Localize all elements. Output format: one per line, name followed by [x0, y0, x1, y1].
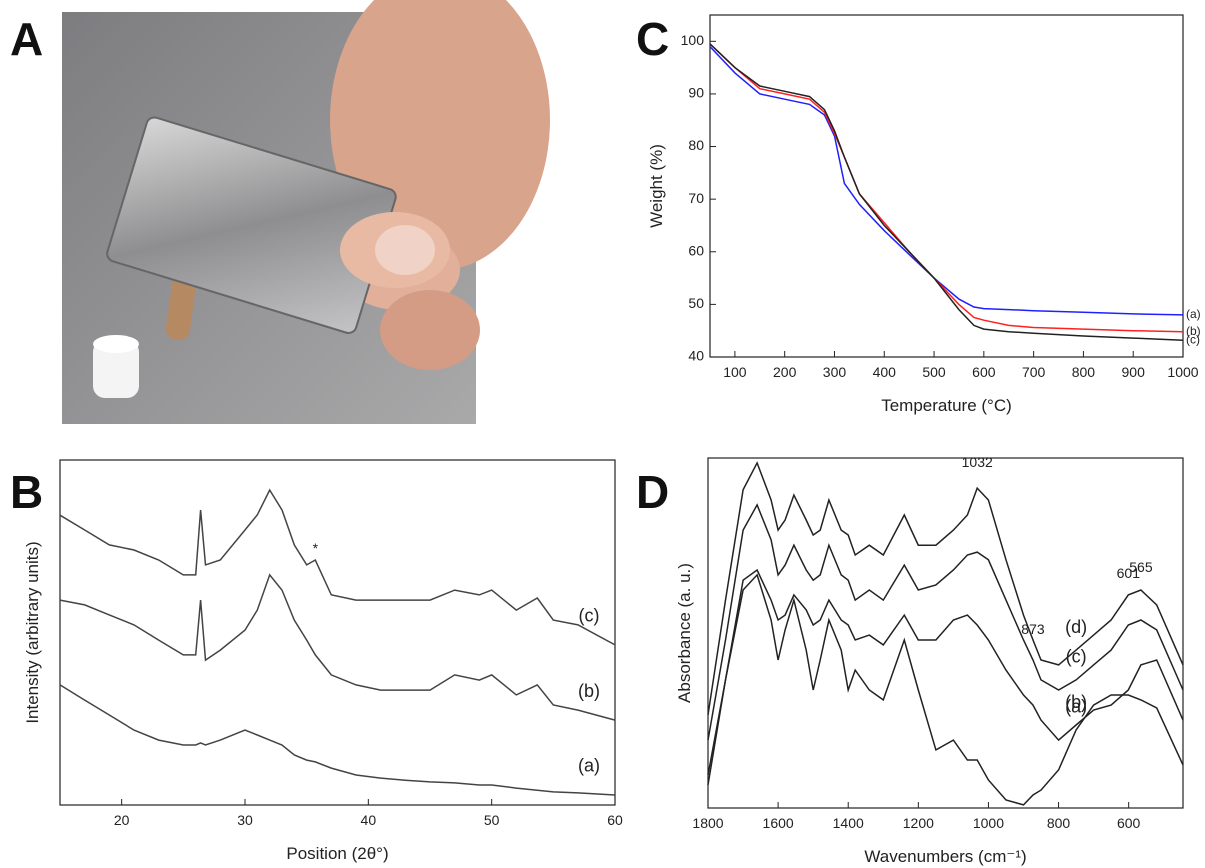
y-tick-label: 60 — [688, 242, 704, 258]
x-tick-label: 1800 — [692, 815, 723, 831]
annotation: * — [313, 540, 319, 556]
x-tick-label: 100 — [723, 364, 747, 380]
y-tick-label: 50 — [688, 295, 704, 311]
plot-frame — [59, 459, 616, 806]
series-line — [709, 43, 1184, 333]
x-tick-label: 800 — [1072, 364, 1096, 380]
panel-label: B — [10, 466, 43, 518]
x-axis-label: Wavenumbers (cm⁻¹) — [864, 847, 1026, 866]
series-label: (b) — [1065, 692, 1087, 712]
series-line — [59, 573, 616, 721]
x-tick-label: 200 — [773, 364, 797, 380]
series-label: (b) — [578, 681, 600, 701]
y-tick-label: 100 — [681, 32, 705, 48]
annotation: 1032 — [962, 454, 993, 470]
x-tick-label: 1000 — [973, 815, 1004, 831]
x-tick-label: 50 — [484, 812, 500, 828]
x-tick-label: 800 — [1047, 815, 1071, 831]
series-label: (c) — [1186, 332, 1200, 346]
y-axis-label: Weight (%) — [647, 144, 666, 228]
panel-label: A — [10, 13, 43, 65]
x-tick-label: 600 — [1117, 815, 1141, 831]
series-label: (a) — [578, 756, 600, 776]
annotation: 601 — [1117, 565, 1141, 581]
series-label: (c) — [1066, 647, 1087, 667]
series-label: (d) — [1065, 617, 1087, 637]
x-tick-label: 1600 — [763, 815, 794, 831]
series-line — [707, 461, 1184, 716]
x-tick-label: 1400 — [833, 815, 864, 831]
x-tick-label: 900 — [1122, 364, 1146, 380]
x-tick-label: 30 — [237, 812, 253, 828]
series-line — [709, 46, 1184, 316]
annotation: 873 — [1021, 621, 1045, 637]
series-line — [59, 684, 616, 796]
series-line — [59, 488, 616, 646]
plot-frame — [707, 457, 1184, 809]
series-line — [707, 573, 1184, 806]
panel-label: C — [636, 13, 669, 65]
series-line — [709, 43, 1184, 341]
x-tick-label: 600 — [972, 364, 996, 380]
x-tick-label: 300 — [823, 364, 847, 380]
x-tick-label: 20 — [114, 812, 130, 828]
x-axis-label: Position (2θ°) — [286, 844, 388, 863]
y-axis-label: Absorbance (a. u.) — [675, 563, 694, 703]
photo — [62, 0, 550, 424]
y-axis-label: Intensity (arbitrary units) — [23, 541, 42, 723]
x-tick-label: 40 — [361, 812, 377, 828]
panel-label: D — [636, 466, 669, 518]
series-label: (b) — [1186, 324, 1201, 338]
series-label: (c) — [579, 606, 600, 626]
annotation: 565 — [1129, 559, 1153, 575]
x-tick-label: 700 — [1022, 364, 1046, 380]
x-tick-label: 1200 — [903, 815, 934, 831]
plot-frame — [709, 14, 1184, 358]
series-line — [707, 568, 1184, 776]
y-tick-label: 70 — [688, 190, 704, 206]
x-tick-label: 400 — [873, 364, 897, 380]
x-tick-label: 1000 — [1167, 364, 1198, 380]
series-label: (a) — [1065, 697, 1087, 717]
series-label: (a) — [1186, 307, 1201, 321]
x-tick-label: 500 — [922, 364, 946, 380]
y-tick-label: 80 — [688, 137, 704, 153]
x-axis-label: Temperature (°C) — [881, 396, 1012, 415]
x-tick-label: 60 — [607, 812, 623, 828]
series-line — [707, 503, 1184, 741]
y-tick-label: 90 — [688, 85, 704, 101]
y-tick-label: 40 — [688, 348, 704, 364]
